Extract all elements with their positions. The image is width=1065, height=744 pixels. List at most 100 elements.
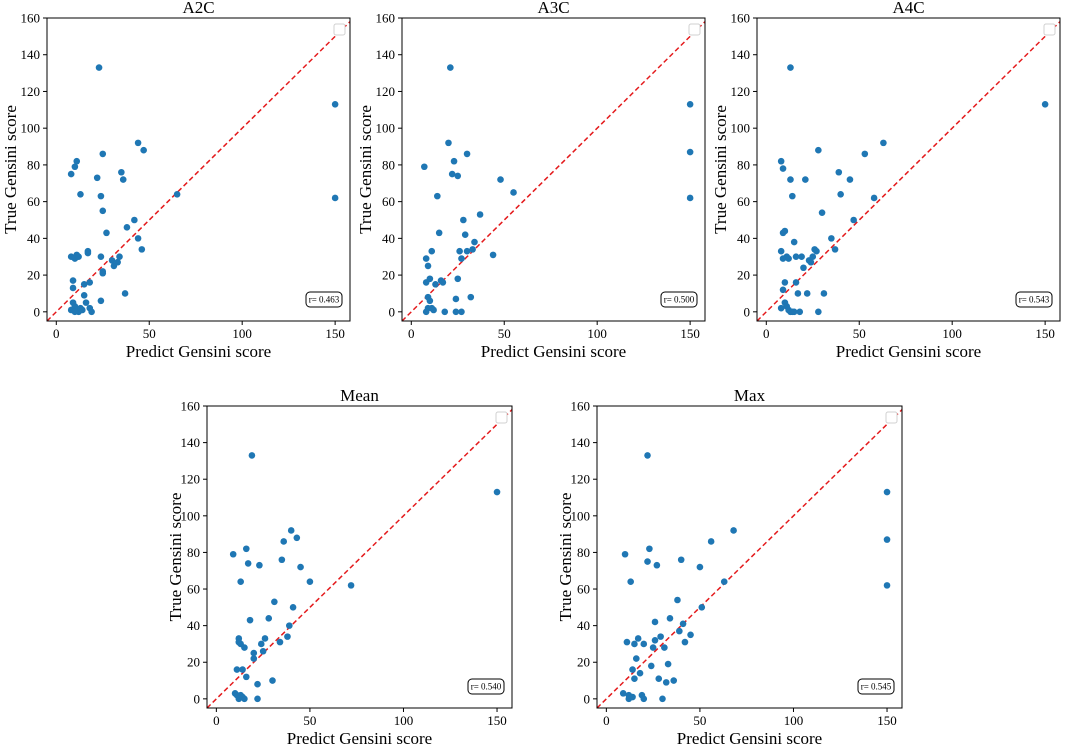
scatter-point (651, 618, 659, 626)
scatter-point (880, 139, 887, 147)
scatter-point (813, 247, 820, 255)
scatter-point (235, 635, 243, 642)
scatter-point (134, 235, 142, 242)
scatter-point (787, 64, 794, 71)
scatter-point (287, 527, 295, 534)
scatter-point (789, 192, 796, 200)
scatter-point (696, 563, 704, 571)
x-axis-label: Predict Gensini score (836, 342, 981, 361)
scatter-point (138, 246, 146, 253)
scatter-point (883, 488, 891, 496)
scatter-point (284, 633, 291, 640)
scatter-point (121, 290, 129, 297)
scatter-point (792, 279, 800, 286)
scatter-point (634, 635, 642, 642)
y-tick-label: 20 (187, 655, 200, 670)
x-tick-label: 100 (587, 326, 607, 341)
scatter-point (233, 666, 241, 673)
scatter-point (644, 558, 651, 565)
scatter-point (461, 231, 469, 238)
scatter-point (883, 582, 891, 589)
scatter-point (93, 174, 101, 182)
y-tick-label: 160 (731, 11, 751, 26)
scatter-point (476, 211, 484, 218)
y-axis-label: True Gensini score (166, 493, 185, 622)
scatter-point (297, 563, 304, 571)
scatter-point (794, 290, 802, 297)
axes-frame (596, 405, 903, 709)
scatter-point (118, 168, 125, 176)
scatter-point (646, 545, 653, 553)
x-axis-label: Predict Gensini score (481, 342, 626, 361)
y-tick-label: 120 (21, 84, 41, 99)
x-tick-label: 150 (680, 326, 700, 341)
scatter-point (445, 139, 452, 147)
scatter-point (86, 279, 94, 286)
scatter-point (430, 306, 437, 314)
scatter-point (730, 527, 737, 534)
scatter-point (233, 691, 241, 699)
y-tick-label: 120 (731, 84, 751, 99)
scatter-point (347, 582, 355, 589)
scatter-point (116, 253, 123, 261)
x-tick-label: 0 (603, 713, 610, 728)
x-tick-label: 50 (693, 713, 706, 728)
scatter-point (629, 666, 636, 673)
r-value-label: r= 0.545 (861, 682, 892, 692)
scatter-point (239, 666, 246, 673)
y-tick-label: 100 (571, 508, 591, 523)
scatter-point (777, 157, 785, 165)
scatter-point (140, 146, 147, 154)
legend-box (333, 23, 346, 36)
scatter-point (286, 622, 293, 629)
scatter-point (460, 216, 467, 224)
y-tick-label: 20 (27, 268, 40, 283)
scatter-point (846, 176, 854, 183)
x-tick-label: 0 (408, 326, 415, 341)
scatter-point (237, 578, 244, 586)
scatter-point (434, 192, 441, 200)
reference-line (597, 408, 902, 708)
scatter-point (84, 249, 92, 257)
scatter-point (426, 297, 434, 305)
scatter-point (828, 235, 835, 242)
scatter-point (644, 452, 651, 459)
scatter-point (666, 615, 674, 622)
scatter-point (781, 227, 789, 235)
y-tick-label: 60 (27, 194, 40, 209)
scatter-point (67, 170, 75, 178)
y-tick-label: 80 (737, 157, 750, 172)
scatter-point (677, 556, 685, 564)
y-tick-label: 60 (187, 582, 200, 597)
scatter-point (435, 229, 443, 237)
scatter-point (99, 150, 107, 158)
scatter-point (631, 640, 638, 648)
reference-line (47, 20, 350, 321)
scatter-point (809, 253, 817, 261)
reference-line (207, 408, 512, 708)
scatter-point (421, 163, 428, 171)
scatter-point (837, 190, 844, 198)
scatter-point (674, 596, 681, 604)
y-tick-label: 80 (27, 157, 40, 172)
scatter-point (632, 655, 640, 662)
scatter-point (820, 290, 828, 297)
scatter-point (670, 677, 678, 684)
scatter-point (428, 247, 436, 255)
reference-line (757, 20, 1060, 321)
axes-frame (756, 17, 1061, 322)
scatter-point (790, 308, 798, 316)
axes-frame (206, 405, 513, 709)
scatter-point (256, 561, 263, 569)
scatter-points (421, 64, 694, 316)
scatter-point (241, 695, 248, 703)
scatter-point (242, 673, 250, 681)
chart-title: A4C (892, 0, 924, 17)
x-tick-label: 100 (942, 326, 962, 341)
scatter-point (289, 604, 297, 611)
scatter-point (439, 279, 447, 286)
scatter-point (450, 157, 458, 165)
panel-a2c: 0 50 100 150 0 20 40 60 80 100 120 140 160 A2C Predict… (1, 0, 351, 361)
scatter-point (861, 150, 869, 158)
